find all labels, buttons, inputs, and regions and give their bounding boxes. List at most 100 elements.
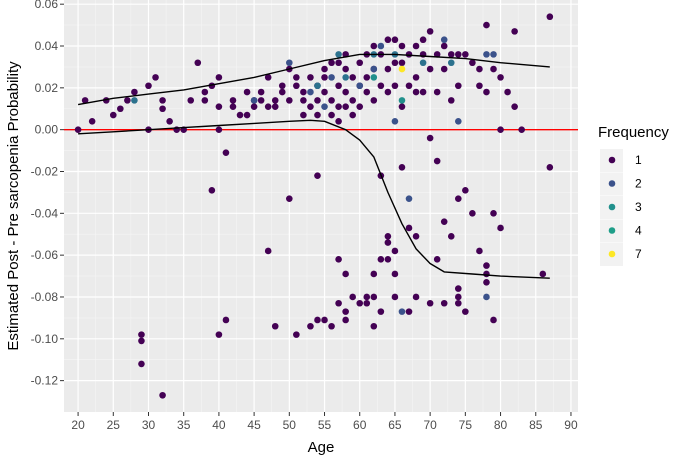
data-point-freq-1 [440,299,448,307]
data-point-freq-2 [440,36,448,44]
data-point-freq-1 [314,111,321,119]
x-tick-label: 85 [529,418,543,432]
data-point-freq-1 [370,322,378,330]
data-point-freq-1 [356,103,364,110]
data-point-freq-2 [490,51,497,58]
data-point-freq-1 [124,97,131,104]
data-point-freq-1 [159,105,166,113]
data-point-freq-1 [201,88,209,96]
data-point-freq-1 [398,103,406,110]
data-point-freq-1 [497,74,504,81]
y-axis-title: Estimated Post - Pre sarcopenia Probabil… [5,61,22,351]
data-point-freq-1 [321,74,328,81]
data-point-freq-1 [187,97,195,104]
legend-entries: 1 2 3 4 7 [600,149,642,266]
data-point-freq-1 [363,293,371,301]
data-point-freq-2 [483,51,490,58]
data-point-freq-1 [349,293,356,301]
data-point-freq-1 [412,233,420,240]
data-point-freq-1 [321,65,328,73]
data-point-freq-1 [208,187,216,194]
data-point-freq-1 [335,117,342,125]
data-point-freq-1 [447,97,455,104]
data-point-freq-1 [391,82,399,90]
data-point-freq-1 [264,74,272,81]
data-point-freq-1 [483,270,490,278]
data-point-freq-1 [328,322,335,330]
data-point-freq-1 [342,270,349,278]
data-point-freq-1 [391,36,399,44]
data-point-freq-1 [447,51,455,58]
data-point-freq-1 [455,285,462,292]
data-point-freq-1 [391,59,399,67]
data-point-freq-1 [447,233,455,240]
legend-key-dot [608,180,616,187]
legend-key-dot [608,203,616,211]
data-point-freq-4 [370,74,378,81]
smooth-line-1 [77,53,550,106]
data-point-freq-3 [342,74,349,81]
data-point-freq-1 [455,299,462,307]
legend-label: 3 [635,200,642,214]
data-point-freq-1 [476,82,483,90]
x-tick-label: 60 [353,418,367,432]
data-point-freq-1 [426,28,434,35]
data-point-freq-1 [159,391,166,399]
data-point-freq-1 [335,256,342,263]
data-point-freq-1 [504,88,511,96]
data-point-freq-1 [405,82,413,90]
data-point-freq-1 [398,164,406,171]
data-point-freq-3 [335,51,342,58]
data-point-freq-1 [433,157,441,165]
data-point-freq-1 [166,117,173,125]
x-tick-label: 20 [71,418,85,432]
y-tick-label: 0.00 [35,123,59,137]
data-point-freq-1 [539,270,547,278]
data-point-freq-1 [215,74,223,81]
legend: Frequency 1 2 3 4 7 [598,124,669,266]
data-point-freq-1 [145,82,152,90]
data-point-freq-1 [412,88,420,96]
data-point-freq-1 [342,103,349,110]
data-point-freq-1 [243,111,251,119]
data-point-freq-1 [215,103,223,110]
data-point-freq-1 [328,97,335,104]
data-point-freq-1 [398,42,406,50]
data-point-freq-1 [363,74,371,81]
data-point-freq-1 [271,97,279,104]
y-tick-label: 0.02 [35,81,59,95]
data-point-freq-1 [335,299,342,307]
data-point-freq-1 [278,82,286,90]
data-point-freq-1 [250,103,258,110]
x-tick-label: 40 [212,418,226,432]
data-point-freq-1 [433,256,441,263]
data-point-freq-2 [307,88,314,96]
data-point-freq-1 [74,126,82,133]
data-point-freq-1 [476,247,483,255]
data-point-freq-1 [152,74,159,81]
data-point-freq-1 [138,331,145,338]
x-tick-label: 55 [318,418,332,432]
data-point-freq-1 [300,111,307,119]
legend-key-dot [608,156,616,164]
x-tick-label: 50 [283,418,297,432]
data-point-freq-7 [398,65,406,73]
data-point-freq-1 [229,103,237,110]
data-point-freq-1 [511,103,518,110]
data-point-freq-1 [377,308,385,315]
y-axis-ticks: -0.12 -0.10 -0.08 -0.06 -0.04 -0.02 0.00 0.02 0.… [31,0,64,388]
data-point-freq-1 [335,59,342,67]
data-point-freq-1 [384,65,392,73]
x-tick-label: 35 [177,418,191,432]
y-tick-label: 0.06 [35,0,59,11]
data-point-freq-1 [462,51,469,58]
data-point-freq-1 [497,126,504,133]
data-point-freq-1 [419,88,427,96]
y-tick-label: -0.12 [31,374,59,388]
data-point-freq-2 [321,103,328,110]
data-point-freq-1 [356,59,364,67]
data-point-freq-1 [405,51,413,58]
data-point-freq-1 [335,82,342,90]
x-tick-label: 70 [423,418,437,432]
